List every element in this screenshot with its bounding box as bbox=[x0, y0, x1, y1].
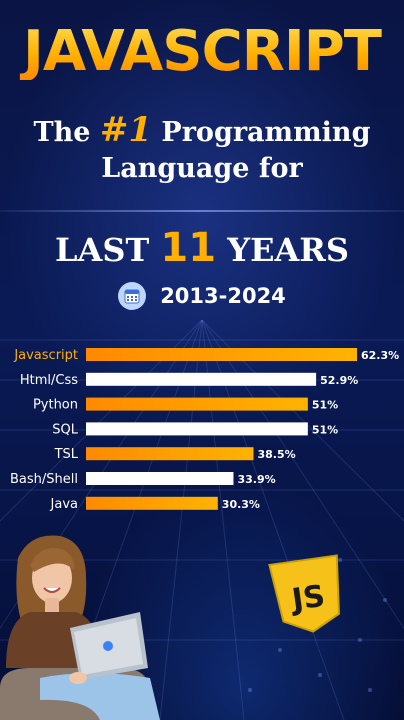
headline-prefix: The bbox=[33, 117, 91, 148]
bar-label-javascript: Javascript bbox=[13, 348, 78, 363]
headline-number: #1 bbox=[99, 110, 152, 150]
divider bbox=[0, 210, 404, 212]
value-label-java: 30.3% bbox=[222, 498, 260, 511]
js-logo-icon: JS bbox=[268, 554, 340, 633]
value-label-tsl: 38.5% bbox=[257, 448, 295, 461]
headline-line-2: Language for bbox=[101, 153, 303, 184]
bar-sql bbox=[86, 422, 308, 436]
bar-label-python: Python bbox=[33, 398, 78, 413]
value-label-javascript: 62.3% bbox=[361, 349, 399, 362]
value-label-bash-shell: 33.9% bbox=[237, 473, 275, 486]
headline-suffix: Programming bbox=[161, 117, 371, 148]
bar-label-sql: SQL bbox=[52, 422, 78, 437]
bar-label-bash-shell: Bash/Shell bbox=[10, 472, 78, 487]
bar-html-css bbox=[86, 372, 317, 386]
js-logo-text: JS bbox=[288, 579, 327, 619]
period-row: 2013-2024 bbox=[0, 282, 404, 310]
bar-java bbox=[86, 496, 218, 510]
bar-chart: Javascript 62.3% Html/Css 52.9% Python 51% SQL… bbox=[10, 348, 399, 512]
calendar-icon bbox=[118, 282, 147, 310]
headline-line-1: The #1 Programming bbox=[0, 113, 404, 147]
bar-label-java: Java bbox=[50, 497, 78, 512]
years-headline: LAST 11 YEARS bbox=[0, 228, 404, 268]
years-prefix: LAST bbox=[55, 231, 150, 269]
value-label-python: 51% bbox=[312, 399, 338, 412]
bar-label-html-css: Html/Css bbox=[20, 373, 78, 388]
period-label: 2013-2024 bbox=[160, 284, 286, 308]
value-label-html-css: 52.9% bbox=[320, 374, 358, 387]
bar-bash-shell bbox=[86, 472, 234, 485]
bar-label-tsl: TSL bbox=[54, 447, 79, 462]
bar-python bbox=[86, 397, 308, 411]
value-label-sql: 51% bbox=[312, 423, 338, 436]
years-number: 11 bbox=[160, 225, 217, 271]
bar-tsl bbox=[86, 447, 254, 461]
person-with-laptop bbox=[0, 535, 160, 720]
page-title: JAVASCRIPT bbox=[0, 24, 404, 80]
years-suffix: YEARS bbox=[227, 231, 349, 269]
bar-javascript bbox=[86, 348, 357, 361]
